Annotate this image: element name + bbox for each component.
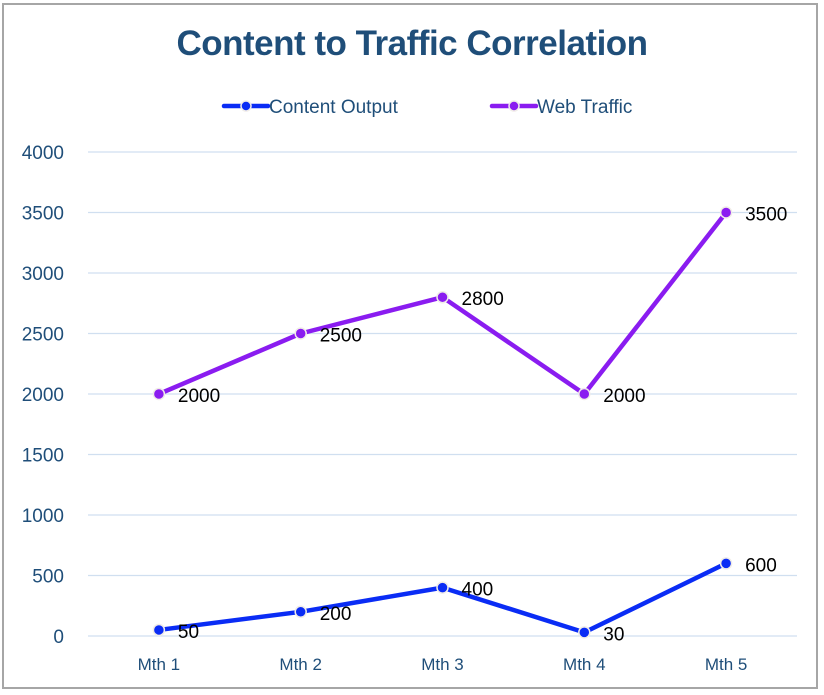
data-point	[578, 387, 591, 401]
y-tick-label: 2000	[22, 385, 64, 406]
data-label: 600	[745, 555, 777, 576]
chart-title: Content to Traffic Correlation	[176, 24, 648, 63]
y-tick-label: 2500	[22, 325, 64, 346]
data-point	[294, 605, 307, 619]
data-point	[152, 623, 166, 637]
x-tick-label: Mth 2	[279, 655, 322, 674]
series-lines	[152, 206, 733, 639]
x-axis-ticks: Mth 1 Mth 2 Mth 3 Mth 4 Mth 5	[138, 655, 748, 674]
x-tick-label: Mth 1	[138, 655, 181, 674]
chart-frame	[2, 3, 818, 689]
legend-label: Content Output	[269, 97, 399, 118]
x-tick-label: Mth 5	[705, 655, 748, 674]
data-label: 3500	[745, 205, 787, 226]
y-tick-label: 1000	[22, 506, 64, 527]
y-tick-label: 0	[53, 627, 64, 648]
y-tick-label: 1500	[22, 446, 64, 467]
gridlines	[88, 151, 797, 637]
series-line-content-output	[156, 561, 729, 635]
data-point	[152, 387, 166, 401]
x-tick-label: Mth 4	[563, 655, 606, 674]
legend: Content Output Web Traffic	[221, 97, 632, 118]
legend-dot-marker	[240, 100, 252, 112]
data-label: 2000	[603, 386, 645, 407]
data-label: 2500	[320, 326, 362, 347]
data-label: 50	[178, 622, 199, 643]
y-tick-label: 4000	[22, 143, 64, 164]
data-labels: 50 200 400 30 600 2000 2500 2800 2000 3500	[178, 205, 787, 646]
y-tick-label: 3500	[22, 204, 64, 225]
data-label: 400	[462, 580, 494, 601]
y-tick-label: 500	[32, 567, 64, 588]
data-label: 2800	[462, 289, 504, 310]
x-tick-label: Mth 3	[421, 655, 464, 674]
data-point	[578, 626, 591, 639]
data-label: 2000	[178, 386, 220, 407]
data-label: 200	[320, 604, 352, 625]
legend-label: Web Traffic	[537, 97, 632, 118]
legend-dot-marker	[508, 100, 520, 112]
data-label: 30	[603, 624, 624, 645]
data-point	[719, 557, 733, 570]
data-point	[436, 581, 449, 594]
data-point	[294, 327, 307, 340]
data-point	[719, 206, 733, 219]
data-point	[436, 290, 449, 304]
y-axis-ticks: 0 500 1000 1500 2000 2500 3000 3500 4000	[22, 143, 64, 648]
y-tick-label: 3000	[22, 264, 64, 285]
